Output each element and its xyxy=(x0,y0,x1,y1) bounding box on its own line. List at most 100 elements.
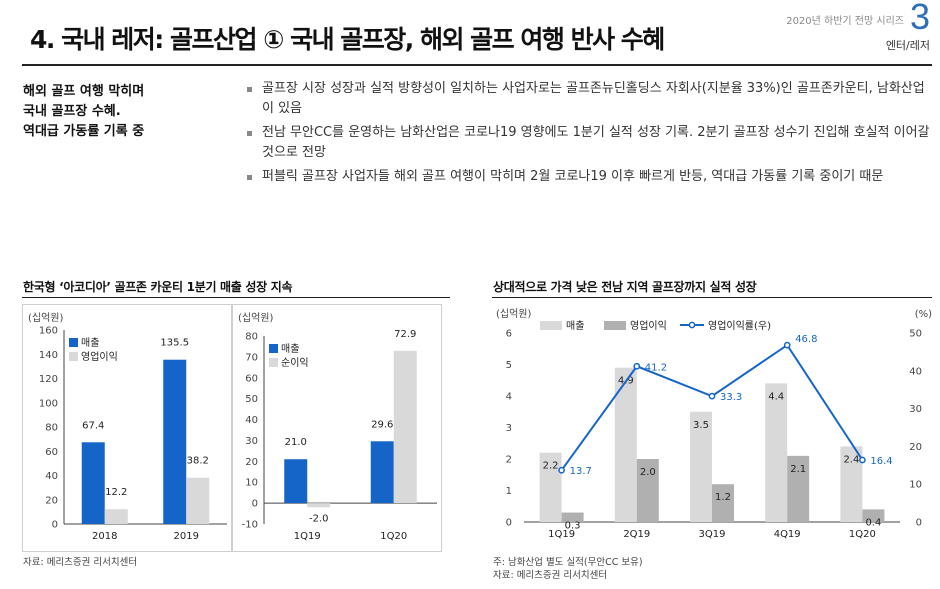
y-tick-label: 140 xyxy=(39,350,58,361)
y-tick-label: 0 xyxy=(52,520,58,531)
left-chart-source: 자료: 메리츠증권 리서치센터 xyxy=(23,557,138,568)
data-label: 21.0 xyxy=(285,437,307,448)
line-point xyxy=(558,466,565,474)
data-label: 38.2 xyxy=(187,456,209,467)
legend-label: 영업이익률(우) xyxy=(708,319,771,332)
left-chart-title: 한국형 ‘아코디아’ 골프존 카운티 1분기 매출 성장 지속 xyxy=(23,280,293,294)
left-chart-rule xyxy=(22,297,450,298)
y-tick-label: 5 xyxy=(506,360,512,371)
x-tick-label: 4Q19 xyxy=(774,529,801,540)
data-label: 67.4 xyxy=(82,420,104,431)
x-tick-label: 3Q19 xyxy=(699,529,726,540)
line-point xyxy=(783,341,791,349)
bar xyxy=(539,452,562,522)
bar xyxy=(284,459,308,504)
bar xyxy=(840,446,863,522)
bullet-text: 퍼블릭 골프장 사업자들 해외 골프 여행이 막히며 2월 코로나19 이후 빠… xyxy=(262,169,884,184)
bullet-text: 골프장 시장 성장과 실적 방향성이 일치하는 사업자로는 골프존뉴딘홀딩스 자… xyxy=(262,81,925,116)
chart-revenue-op-profit: (십억원) 0 20 40 60 80 100 120 140 160 2018 67.4 12.2 20… xyxy=(22,304,232,552)
data-label: 2.4 xyxy=(843,454,859,465)
line-data-label: 33.3 xyxy=(720,392,742,403)
bar xyxy=(393,350,417,504)
y-tick-label: 70 xyxy=(245,352,258,363)
x-tick-label: 1Q20 xyxy=(849,529,876,540)
y-tick-label: 80 xyxy=(245,332,258,343)
summary-line: 역대급 가동률 기록 중 xyxy=(23,124,145,139)
y-tick-label: 60 xyxy=(45,447,58,458)
legend-label: 영업이익 xyxy=(81,350,118,363)
section-label: 엔터/레저 xyxy=(885,39,930,52)
data-label: 72.9 xyxy=(394,329,416,340)
x-tick-label: 1Q20 xyxy=(380,531,407,542)
bar xyxy=(787,455,810,522)
y-axis-unit: (십억원) xyxy=(496,308,532,320)
y-tick-label: 40 xyxy=(45,471,58,482)
data-label: 4.4 xyxy=(768,391,784,402)
y-tick-label: 0 xyxy=(252,499,258,510)
line-data-label: 13.7 xyxy=(570,466,592,477)
y-tick-label: 60 xyxy=(245,373,258,384)
x-tick-label: 2019 xyxy=(174,531,199,542)
y-tick-label: 50 xyxy=(245,394,258,405)
data-label: 12.2 xyxy=(105,487,127,498)
summary-block: 해외 골프 여행 막히며 국내 골프장 수혜. 역대급 가동률 기록 중 xyxy=(23,82,144,142)
y-tick-label: 160 xyxy=(39,326,58,337)
line-point xyxy=(859,456,866,464)
data-label: -2.0 xyxy=(309,513,329,524)
line-data-label: 16.4 xyxy=(870,456,892,467)
right-chart-source: 자료: 메리츠증권 리서치센터 xyxy=(493,570,608,581)
chart-revenue-net-income: (십억원) -10 0 10 20 30 40 50 60 70 80 1Q19 21.0 -2.0 1Q2… xyxy=(232,304,442,552)
data-label: 2.0 xyxy=(640,467,656,478)
y-tick-label: 120 xyxy=(39,374,58,385)
legend-label: 매출 xyxy=(566,320,584,332)
summary-line: 국내 골프장 수혜. xyxy=(23,104,121,119)
data-label: 2.1 xyxy=(790,464,806,475)
right-chart-note: 주: 남화산업 별도 실적(무안CC 보유) xyxy=(493,557,643,568)
bullet-text: 전남 무안CC를 운영하는 남화산업은 코로나19 영향에도 1분기 실적 성장… xyxy=(262,125,930,160)
series-label: 2020년 하반기 전망 시리즈 xyxy=(786,16,904,27)
legend-swatch xyxy=(540,321,562,330)
header-rule xyxy=(22,64,932,66)
y-tick-label: 10 xyxy=(245,478,258,489)
y-tick-label: 2 xyxy=(506,455,512,466)
line-data-label: 41.2 xyxy=(645,362,667,373)
y2-tick-label: 30 xyxy=(909,404,922,415)
data-label: 2.2 xyxy=(543,461,559,472)
legend-swatch xyxy=(604,321,626,330)
data-label: 135.5 xyxy=(160,338,189,349)
y-tick-label: 4 xyxy=(506,392,512,403)
legend-marker xyxy=(688,321,696,329)
bar xyxy=(765,383,788,522)
bar xyxy=(163,359,187,524)
y2-tick-label: 40 xyxy=(909,366,922,377)
page-title: 4. 국내 레저: 골프산업 ① 국내 골프장, 해외 골프 여행 반사 수혜 xyxy=(30,25,665,54)
y2-tick-label: 50 xyxy=(909,329,922,340)
bar xyxy=(186,477,210,524)
bar xyxy=(636,459,659,522)
page-number: 3 xyxy=(909,0,930,37)
bar xyxy=(370,441,394,504)
bar xyxy=(81,442,105,524)
line-data-label: 46.8 xyxy=(795,334,817,345)
x-tick-label: 2Q19 xyxy=(623,529,650,540)
y-tick-label: 3 xyxy=(506,423,512,434)
bullet-item: 퍼블릭 골프장 사업자들 해외 골프 여행이 막히며 2월 코로나19 이후 빠… xyxy=(247,167,932,187)
bullet-square-icon xyxy=(247,175,252,180)
legend-swatch xyxy=(69,352,78,361)
y2-tick-label: 20 xyxy=(909,442,922,453)
legend-label: 매출 xyxy=(81,337,99,349)
bar xyxy=(561,512,584,522)
bar xyxy=(690,411,712,522)
data-label: 0.4 xyxy=(865,517,881,528)
x-tick-label: 1Q19 xyxy=(548,529,575,540)
data-label: 29.6 xyxy=(371,419,393,430)
bullet-square-icon xyxy=(247,131,252,136)
legend-label: 영업이익 xyxy=(630,319,667,332)
legend-swatch xyxy=(269,344,278,353)
summary-line: 해외 골프 여행 막히며 xyxy=(23,84,145,99)
data-label: 1.2 xyxy=(715,492,731,503)
y-tick-label: 40 xyxy=(245,415,258,426)
legend-label: 매출 xyxy=(281,343,299,355)
y-tick-label: 20 xyxy=(245,457,258,468)
bullet-item: 골프장 시장 성장과 실적 방향성이 일치하는 사업자로는 골프존뉴딘홀딩스 자… xyxy=(247,79,932,119)
